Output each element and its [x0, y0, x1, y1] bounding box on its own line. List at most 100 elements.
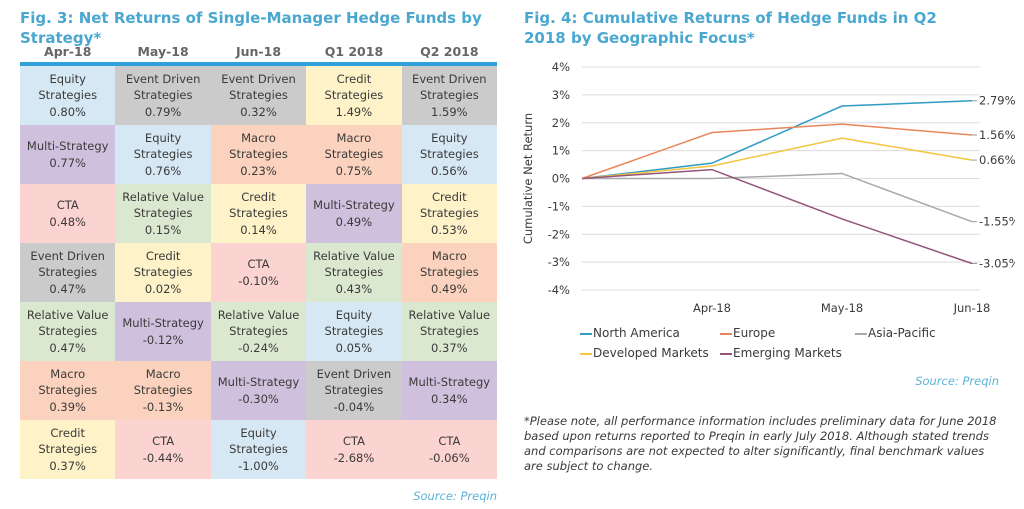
end-value-label: 1.56% [979, 128, 1015, 142]
y-tick-label: -4% [548, 283, 570, 297]
return-value: 0.14% [240, 222, 277, 237]
strategy-name-line2: Strategies [229, 324, 288, 339]
x-tick-label: Apr-18 [693, 301, 731, 315]
return-value: 0.53% [431, 222, 468, 237]
strategy-name: Equity [49, 71, 86, 86]
return-value: -0.04% [333, 399, 375, 414]
strategy-cell: Event Driven Strategies 0.47% [20, 243, 116, 302]
strategy-name: Credit [241, 189, 276, 204]
table-row: Credit Strategies 0.37% CTA -0.44% Equity Stra… [20, 420, 498, 479]
strategy-name-line2: Strategies [324, 88, 384, 103]
strategy-cell: Event Driven Strategies 0.79% [115, 66, 211, 125]
x-tick-label: Jun-18 [953, 301, 991, 315]
end-value-label: -3.05% [979, 257, 1015, 271]
strategy-name: Relative Value [313, 248, 395, 263]
strategy-cell: CTA 0.48% [20, 184, 116, 243]
legend-swatch [580, 352, 592, 355]
strategy-cell: Macro Strategies 0.49% [401, 243, 498, 302]
y-tick-label: -3% [548, 255, 570, 269]
strategy-cell: Event Driven Strategies 0.32% [210, 66, 307, 125]
return-value: -1.00% [238, 458, 279, 473]
strategy-cell: CTA -0.44% [115, 420, 211, 479]
strategy-name: Macro [241, 130, 276, 145]
strategy-name-line2: Strategies [419, 324, 479, 339]
strategy-name: Multi-Strategy [26, 139, 109, 153]
return-value: 0.37% [431, 340, 468, 355]
strategy-cell: Credit Strategies 1.49% [306, 66, 402, 125]
fig4-title: Fig. 4: Cumulative Returns of Hedge Fund… [524, 9, 937, 47]
strategy-cell: Multi-Strategy 0.34% [401, 361, 498, 420]
strategy-cell: Relative Value Strategies 0.15% [115, 184, 211, 243]
table-row: Equity Strategies 0.80% Event Driven Strateg… [20, 66, 498, 125]
legend-label: Asia-Pacific [868, 326, 936, 340]
y-tick-label: 1% [552, 144, 570, 158]
strategy-name: CTA [438, 434, 461, 448]
legend-label: Emerging Markets [733, 346, 842, 360]
strategy-cell: Macro Strategies -0.13% [115, 361, 211, 420]
return-value: 0.49% [335, 214, 373, 229]
legend-label: Europe [733, 326, 776, 340]
strategy-cell: Credit Strategies 0.14% [210, 184, 307, 243]
strategy-name: CTA [152, 434, 175, 448]
fig3-source: Source: Preqin [413, 489, 497, 503]
return-value: -0.24% [238, 340, 279, 355]
strategy-name: Multi-Strategy [122, 316, 204, 330]
strategy-name: Multi-Strategy [217, 375, 300, 389]
footnote: *Please note, all performance informatio… [524, 414, 997, 473]
strategy-name: Credit [145, 248, 181, 263]
table-row: Multi-Strategy 0.77% Equity Strategies 0.76%… [20, 125, 498, 184]
strategy-cell: Multi-Strategy -0.12% [115, 302, 211, 361]
fig3-title: Fig. 3: Net Returns of Single-Manager He… [20, 9, 482, 47]
strategy-name: Macro [431, 248, 467, 263]
return-value: 0.15% [144, 222, 182, 237]
return-value: 0.77% [49, 155, 86, 170]
strategy-cell: Event Driven Strategies -0.04% [306, 361, 402, 420]
strategy-name: CTA [342, 434, 365, 448]
series-line-north-america [581, 99, 973, 180]
strategy-cell: Event Driven Strategies 1.59% [401, 66, 498, 125]
strategy-name: Macro [145, 366, 181, 381]
return-value: 0.05% [335, 340, 373, 355]
series-line-asia-pacific [582, 172, 973, 223]
strategy-cell: CTA -2.68% [306, 420, 402, 479]
strategy-name: CTA [56, 198, 79, 212]
strategy-name: Relative Value [217, 307, 300, 322]
strategy-name: CTA [247, 257, 270, 271]
strategy-name: Relative Value [26, 307, 109, 322]
legend-item: Europe [720, 324, 775, 342]
strategy-name: Event Driven [221, 71, 296, 86]
strategy-name-line2: Strategies [324, 324, 384, 339]
strategy-name: Macro [336, 130, 372, 145]
x-tick-label: May-18 [821, 301, 863, 315]
strategy-name: Relative Value [122, 189, 204, 204]
return-value: 1.49% [335, 104, 373, 119]
return-value: 0.80% [49, 104, 86, 119]
legend-swatch [720, 332, 732, 335]
strategy-name-line2: Strategies [38, 442, 98, 457]
y-tick-label: 4% [552, 60, 570, 74]
end-value-label: -1.55% [979, 215, 1015, 229]
return-value: 0.32% [240, 104, 277, 119]
strategy-name-line2: Strategies [324, 383, 384, 398]
strategy-cell: Equity Strategies 0.80% [20, 66, 116, 125]
strategy-name: Credit [432, 189, 467, 204]
cumulative-returns-chart: 4% 3% 2% 1% 0% -1% -2% -3% -4% Cumulative Net Ret… [521, 60, 1015, 315]
return-value: 0.75% [335, 163, 373, 178]
strategy-cell: Credit Strategies 0.37% [20, 420, 116, 479]
strategy-name: Multi-Strategy [313, 198, 395, 212]
y-tick-label: 0% [552, 172, 570, 186]
strategy-name: Credit [336, 71, 372, 86]
strategy-name-line2: Strategies [133, 383, 193, 398]
strategy-name: Relative Value [408, 307, 491, 322]
return-value: 0.47% [49, 340, 86, 355]
strategy-name: Equity [431, 130, 468, 145]
strategy-name: Event Driven [316, 366, 392, 381]
legend-item: North America [580, 324, 680, 342]
return-value: 0.47% [49, 281, 86, 296]
return-value: -0.10% [238, 273, 279, 288]
end-value-label: 2.79% [979, 94, 1015, 108]
strategy-name-line2: Strategies [419, 88, 479, 103]
return-value: -0.30% [238, 391, 279, 406]
y-tick-label: -1% [548, 199, 570, 213]
return-value: 0.48% [49, 214, 86, 229]
